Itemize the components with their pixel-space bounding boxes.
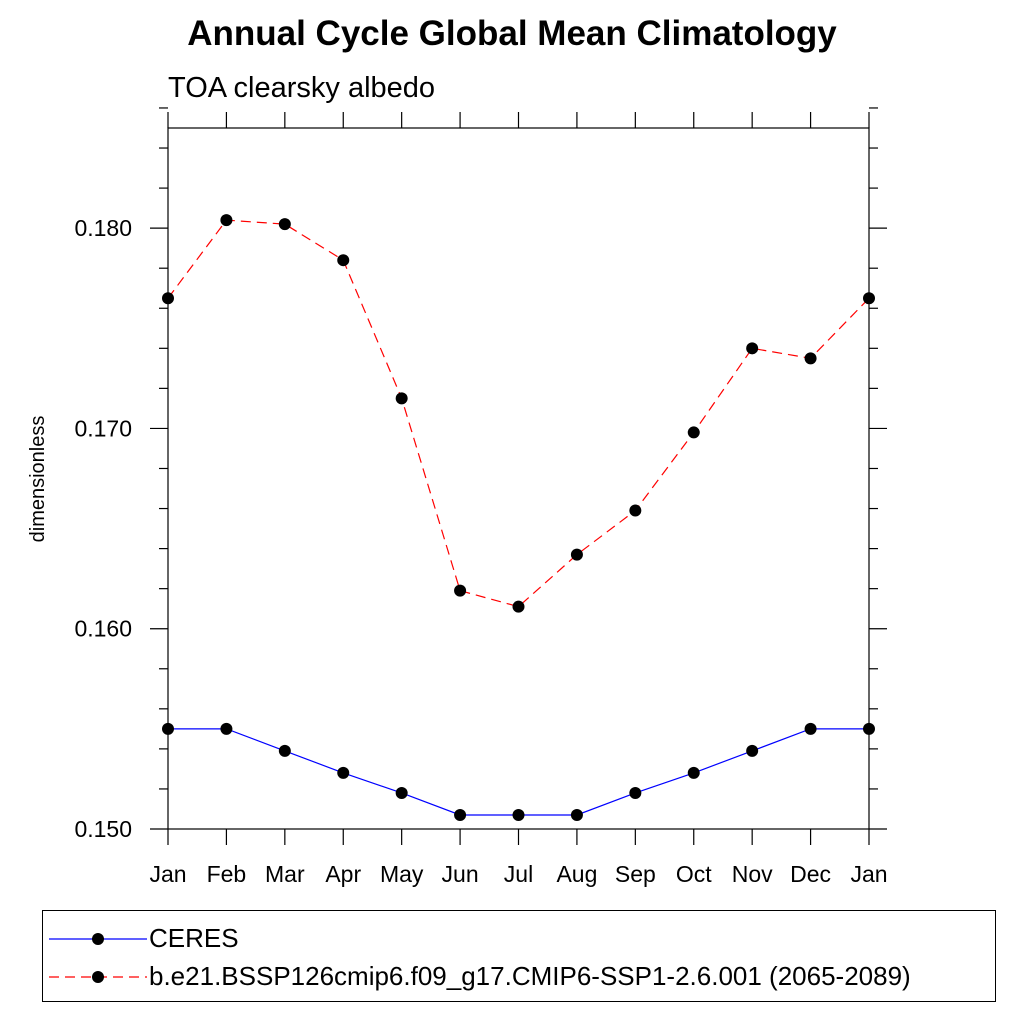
x-tick-label: Jul (504, 861, 533, 887)
legend-symbol-model (49, 971, 147, 983)
series-0-point (278, 744, 291, 757)
series-0-point (629, 786, 642, 799)
plot-frame (167, 127, 870, 830)
x-tick-label: Sep (615, 861, 656, 887)
legend-item-model: b.e21.BSSP126cmip6.f09_g17.CMIP6-SSP1-2.… (43, 957, 993, 997)
series-0-point (162, 722, 174, 735)
chart-title: Annual Cycle Global Mean Climatology (187, 14, 837, 53)
series-0-point (220, 722, 233, 735)
series-0-point (863, 722, 875, 735)
series-0-point (804, 722, 817, 735)
legend-label-ceres: CERES (149, 923, 239, 953)
x-tick-label: Feb (207, 861, 247, 887)
chart-subtitle: TOA clearsky albedo (168, 72, 436, 104)
y-tick-label: 0.170 (74, 415, 132, 441)
series-0-point (570, 808, 583, 821)
axes: Jan Feb Mar Apr May Jun Jul Aug Sep Oct Nov Dec Jan 0… (74, 107, 888, 887)
series-1-point (629, 504, 642, 517)
y-tick-label: 0.150 (74, 816, 132, 842)
series-1-point (220, 214, 233, 227)
x-tick-label: Apr (325, 861, 361, 887)
series-1-point (337, 254, 350, 267)
series-0-point (395, 786, 408, 799)
series-1-point (804, 352, 817, 365)
x-tick-label: Jan (149, 861, 186, 887)
series-1-point (746, 342, 759, 355)
y-tick-label: 0.180 (74, 215, 132, 241)
series-0-point (337, 766, 350, 779)
series-1-point (278, 218, 291, 231)
legend-label-model: b.e21.BSSP126cmip6.f09_g17.CMIP6-SSP1-2.… (149, 961, 911, 991)
series-1-point (162, 292, 174, 305)
x-tick-label: May (380, 861, 424, 887)
series-line-0 (168, 728, 869, 816)
series-1-point (454, 584, 467, 597)
series-1-point (570, 548, 583, 561)
x-tick-label: Oct (676, 861, 712, 887)
series-1-point (512, 600, 525, 613)
series-0-point (454, 808, 467, 821)
legend: CERES b.e21.BSSP126cmip6.f09_g17.CMIP6-S… (42, 910, 996, 1002)
series-1-point (395, 392, 408, 405)
series-0-point (746, 744, 759, 757)
x-tick-label: Aug (556, 861, 597, 887)
y-axis-label: dimensionless (27, 416, 49, 543)
series-0-point (512, 808, 525, 821)
x-tick-label: Nov (732, 861, 773, 887)
x-tick-label: Mar (265, 861, 305, 887)
series-line-1 (167, 219, 870, 608)
x-tick-label: Jan (850, 861, 887, 887)
x-tick-label: Dec (790, 861, 831, 887)
series-1-point (863, 292, 875, 305)
series-0-point (687, 766, 700, 779)
series-layer (162, 214, 875, 821)
legend-item-ceres: CERES (43, 919, 993, 959)
series-1-point (687, 426, 700, 439)
y-tick-label: 0.160 (74, 616, 132, 642)
x-tick-label: Jun (442, 861, 479, 887)
legend-symbol-ceres (49, 933, 147, 945)
